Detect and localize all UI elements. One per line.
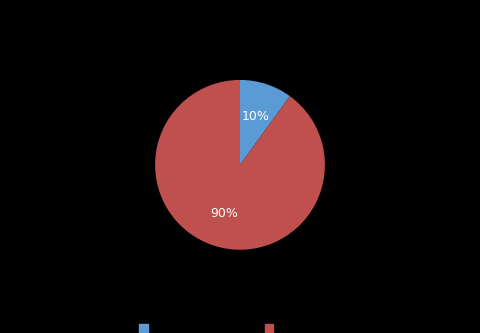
- Text: 10%: 10%: [242, 110, 270, 123]
- Wedge shape: [155, 80, 325, 250]
- Legend: Wages & Salaries, Safety Net: Wages & Salaries, Safety Net: [135, 321, 345, 333]
- Wedge shape: [240, 80, 290, 165]
- Text: 90%: 90%: [210, 207, 238, 220]
